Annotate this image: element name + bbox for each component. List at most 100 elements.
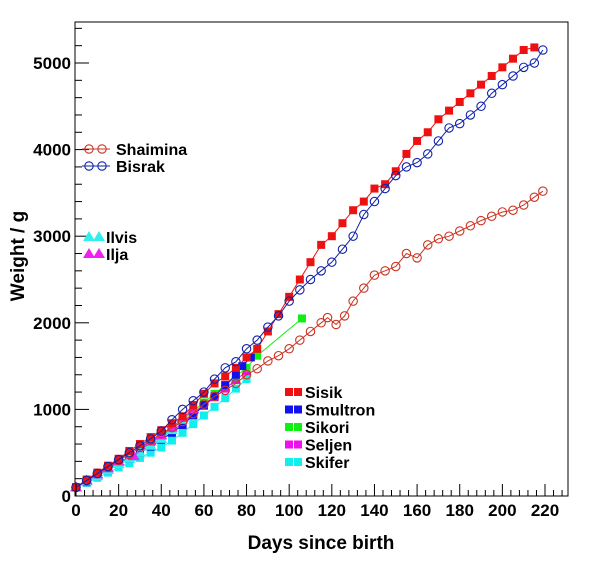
legend-marker <box>285 440 293 449</box>
data-point-sisik <box>466 89 475 98</box>
data-point-bisrak <box>380 183 390 194</box>
data-point-shaimina <box>252 363 262 374</box>
legend-marker <box>97 161 107 171</box>
data-point-sisik <box>253 344 262 353</box>
data-point-smultron <box>246 353 255 362</box>
y-tick-label: 1000 <box>33 400 71 419</box>
data-point-bisrak <box>337 244 348 254</box>
data-point-bisrak <box>81 475 92 486</box>
legend-label: Ilvis <box>106 230 137 247</box>
data-point-bisrak <box>412 157 422 168</box>
x-tick-label: 80 <box>237 501 256 520</box>
data-point-bisrak <box>518 62 529 73</box>
data-point-bisrak <box>284 296 294 306</box>
data-point-bisrak <box>529 58 540 68</box>
data-point-skifer <box>125 459 134 468</box>
data-point-shaimina <box>444 231 454 241</box>
data-point-sisik <box>135 440 144 449</box>
data-point-skifer <box>146 448 155 457</box>
data-point-smultron <box>238 362 247 371</box>
data-point-bisrak <box>508 71 518 81</box>
x-axis-title: Days since birth <box>248 533 395 554</box>
data-point-sisik <box>146 433 155 442</box>
legend-marker <box>285 458 293 466</box>
data-point-shaimina <box>529 192 540 202</box>
data-point-sisik <box>103 461 112 470</box>
data-point-shaimina <box>433 234 444 244</box>
y-axis-title: Weight / g <box>8 211 29 301</box>
data-point-sisik <box>509 54 518 63</box>
data-point-shaimina <box>305 326 316 337</box>
data-point-shaimina <box>422 240 433 250</box>
data-point-bisrak <box>252 335 262 345</box>
legend-entry-smultron: Smultron <box>285 403 375 420</box>
data-point-sisik <box>157 426 166 435</box>
data-point-bisrak <box>156 426 167 436</box>
data-point-bisrak <box>476 101 486 112</box>
data-point-bisrak <box>486 88 497 99</box>
data-point-bisrak <box>391 170 401 181</box>
data-point-bisrak <box>401 162 412 172</box>
legend-marker <box>285 405 293 414</box>
data-point-shaimina <box>188 408 199 419</box>
data-point-bisrak <box>177 404 188 415</box>
data-point-shaimina <box>241 370 252 380</box>
legend-label: Sisik <box>305 385 342 402</box>
legend-label: Bisrak <box>116 159 165 176</box>
data-point-sisik <box>231 363 240 372</box>
data-point-shaimina <box>273 350 284 361</box>
legend-marker <box>294 458 302 466</box>
legend-marker <box>93 248 105 258</box>
data-point-shaimina <box>263 356 273 366</box>
data-point-sisik <box>370 184 379 193</box>
data-point-bisrak <box>422 149 433 159</box>
data-point-sisik <box>295 275 304 284</box>
x-tick-label: 100 <box>275 501 303 520</box>
legend-marker <box>285 423 293 431</box>
data-point-shaimina <box>497 207 508 217</box>
legend-label: Skifer <box>305 455 349 472</box>
data-point-bisrak <box>124 447 135 458</box>
y-tick-label: 3000 <box>33 227 71 246</box>
data-point-sisik <box>349 206 358 215</box>
data-point-sisik <box>114 454 123 463</box>
data-point-smultron <box>189 411 198 420</box>
legend-entry-bisrak: Bisrak <box>82 159 165 176</box>
data-point-shaimina <box>538 186 548 196</box>
data-point-sisik <box>402 149 411 158</box>
data-point-bisrak <box>220 363 230 373</box>
legend-entry-ilja: Ilja <box>83 247 128 264</box>
plot-frame <box>74 21 569 497</box>
x-tick-label: 160 <box>403 501 431 520</box>
data-point-shaimina <box>391 261 401 272</box>
legend-entry-sikori: Sikori <box>285 420 349 437</box>
data-point-bisrak <box>273 311 284 321</box>
data-point-shaimina <box>316 318 326 328</box>
legend-entry-ilvis: Ilvis <box>83 230 137 247</box>
data-point-shaimina <box>359 283 369 293</box>
x-tick-label: 60 <box>194 501 213 520</box>
data-point-sisik <box>359 197 368 206</box>
data-point-sisik <box>221 372 230 381</box>
x-tick-label: 140 <box>360 501 388 520</box>
y-tick-label: 0 <box>62 487 71 506</box>
data-point-bisrak <box>135 441 145 451</box>
data-point-sisik <box>167 419 176 428</box>
data-point-shaimina <box>508 205 518 215</box>
x-tick-label: 120 <box>318 501 346 520</box>
data-point-shaimina <box>331 319 341 330</box>
data-point-bisrak <box>454 118 465 129</box>
data-point-bisrak <box>359 209 369 220</box>
data-point-sisik <box>338 219 347 228</box>
data-point-bisrak <box>497 79 508 90</box>
legend-marker <box>84 144 94 154</box>
data-point-shaimina <box>518 200 529 210</box>
data-point-shaimina <box>209 391 220 402</box>
data-point-sisik <box>199 389 208 398</box>
data-point-shaimina <box>220 385 230 396</box>
legend-label: Ilja <box>106 247 128 264</box>
y-tick-label: 2000 <box>33 314 71 333</box>
data-point-bisrak <box>145 434 156 444</box>
